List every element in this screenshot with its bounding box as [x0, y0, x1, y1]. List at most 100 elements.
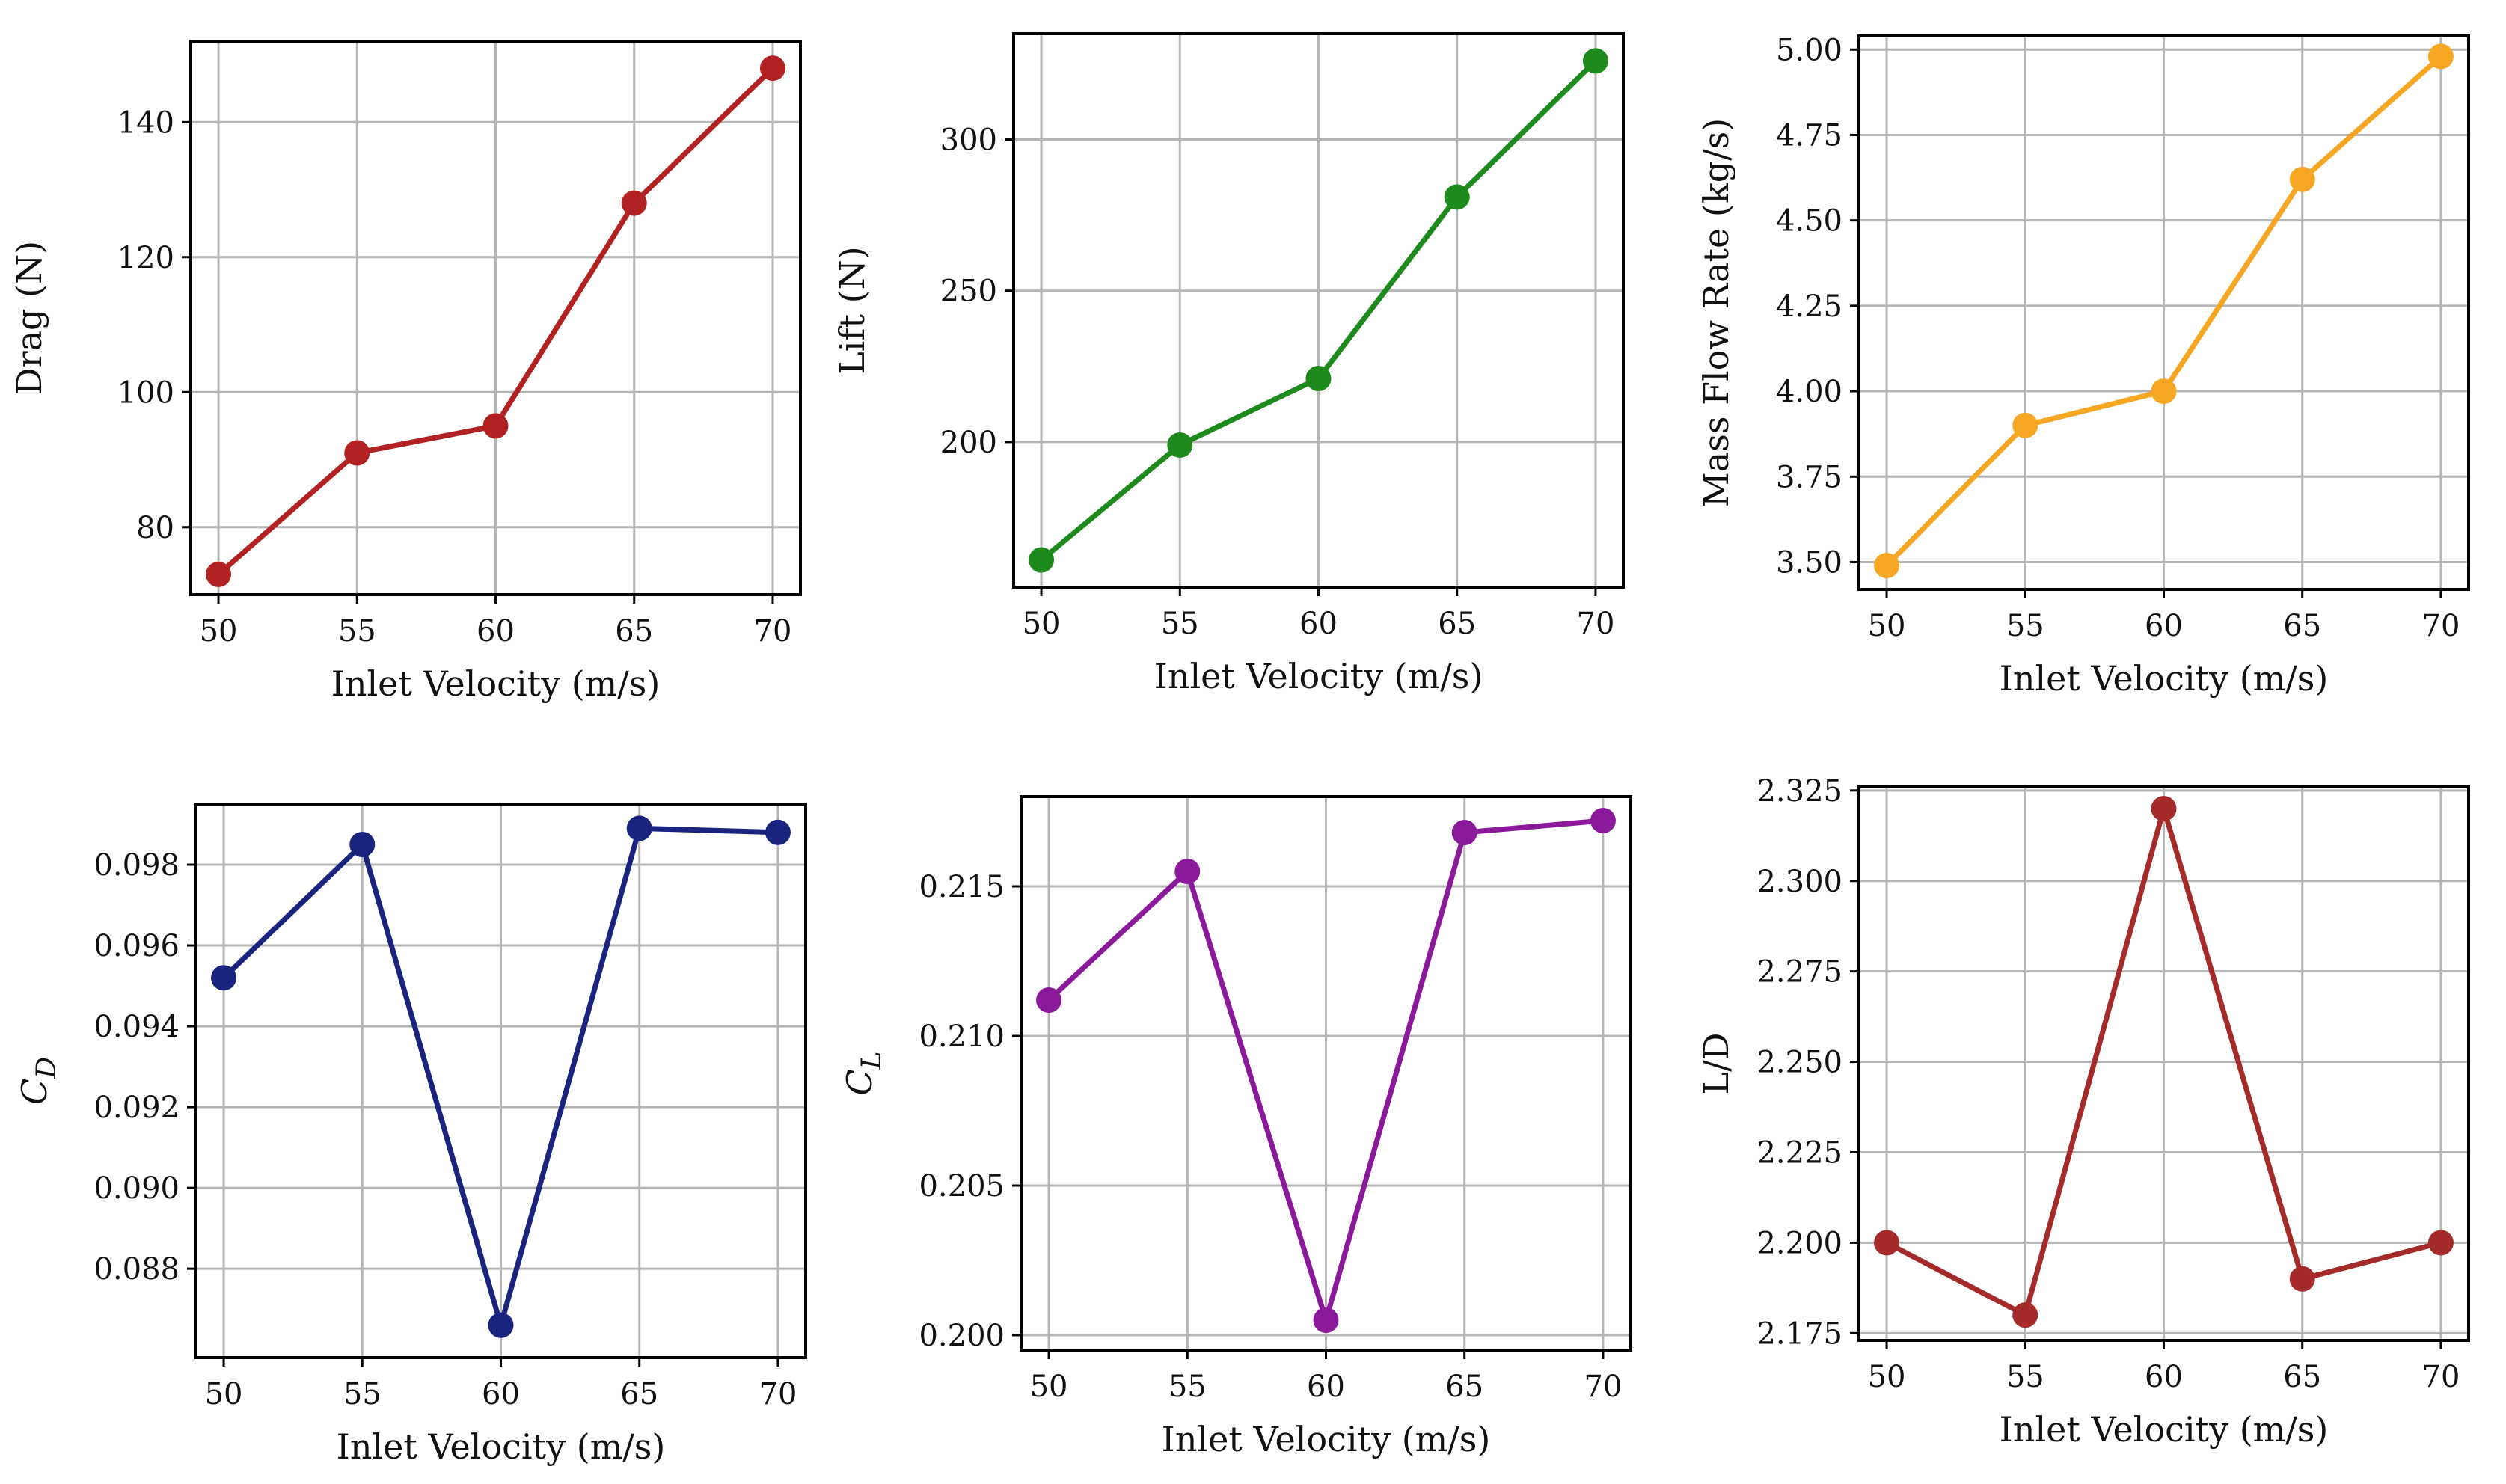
x-tick-label: 60 — [2145, 609, 2183, 643]
data-point — [759, 55, 785, 82]
data-point — [206, 561, 232, 587]
x-tick-label: 55 — [338, 614, 376, 649]
y-tick-label: 0.215 — [919, 870, 1005, 904]
y-tick-label: 4.25 — [1776, 289, 1842, 324]
y-tick-label: 2.200 — [1756, 1226, 1842, 1260]
y-axis-label-subscript: D — [31, 1057, 62, 1079]
x-tick-label: 65 — [2283, 1360, 2321, 1394]
x-tick-label: 50 — [200, 614, 238, 649]
x-tick-label: 50 — [1023, 607, 1061, 641]
y-axis-label-main: C — [839, 1069, 880, 1095]
y-tick-label: 0.088 — [94, 1252, 180, 1287]
y-axis-label-main: C — [14, 1079, 55, 1105]
x-tick-label: 70 — [1577, 607, 1615, 641]
y-axis-label: Lift (N) — [832, 246, 872, 375]
x-tick-label: 65 — [1438, 607, 1476, 641]
y-tick-label: 0.098 — [94, 848, 180, 883]
x-axis-label: Inlet Velocity (m/s) — [331, 663, 661, 704]
y-tick-label: 4.00 — [1776, 375, 1842, 409]
x-tick-label: 65 — [1445, 1370, 1483, 1404]
x-tick-label: 50 — [205, 1377, 243, 1411]
x-tick-label: 70 — [754, 614, 792, 649]
y-tick-label: 250 — [940, 275, 997, 309]
x-axis-label: Inlet Velocity (m/s) — [2000, 1409, 2329, 1450]
y-axis-label: CL — [839, 1051, 887, 1095]
y-axis-label: L/D — [1696, 1033, 1736, 1095]
chart-panel-1: 50 55 60 65 70 80 100 120 140 Inlet Velocity (m/s… — [9, 40, 802, 704]
data-point — [482, 413, 509, 439]
x-tick-label: 65 — [615, 614, 653, 649]
chart-panel-5: 50 55 60 65 70 0.200 0.205 0.210 0.215 Inlet Velo… — [839, 795, 1632, 1459]
x-tick-label: 50 — [1868, 1360, 1906, 1394]
x-tick-label: 70 — [2422, 609, 2460, 643]
data-point — [488, 1312, 514, 1338]
data-point — [2012, 1302, 2038, 1328]
chart-panel-2: 50 55 60 65 70 200 250 300 Inlet Velocity (m/s) L… — [832, 32, 1625, 696]
y-tick-label: 0.200 — [919, 1319, 1005, 1353]
data-point — [349, 832, 376, 858]
x-tick-label: 55 — [2006, 1360, 2044, 1394]
x-tick-label: 70 — [1584, 1370, 1623, 1404]
y-axis-label-subscript: L — [857, 1051, 887, 1070]
x-tick-label: 50 — [1868, 609, 1906, 643]
x-tick-label: 55 — [2006, 609, 2044, 643]
data-point — [1451, 820, 1477, 845]
data-point — [2289, 1266, 2315, 1292]
data-point — [1036, 987, 1062, 1013]
x-tick-label: 65 — [620, 1377, 658, 1411]
y-tick-label: 2.225 — [1756, 1135, 1842, 1170]
data-point — [1874, 553, 1900, 579]
data-point — [1313, 1307, 1339, 1333]
y-tick-label: 120 — [117, 241, 174, 275]
y-axis-label: Drag (N) — [9, 241, 49, 396]
data-point — [765, 819, 791, 845]
y-tick-label: 3.75 — [1776, 460, 1842, 494]
x-axis-label: Inlet Velocity (m/s) — [2000, 658, 2329, 699]
y-tick-label: 0.096 — [94, 929, 180, 963]
data-point — [2012, 412, 2038, 438]
data-point — [621, 190, 647, 216]
data-point — [1590, 808, 1616, 833]
y-tick-label: 2.300 — [1756, 865, 1842, 899]
y-tick-label: 5.00 — [1776, 33, 1842, 67]
chart-panel-4: 50 55 60 65 70 0.088 0.090 0.092 0.094 0.096 0.098… — [14, 803, 807, 1467]
y-tick-label: 300 — [940, 123, 997, 158]
y-axis-label: Mass Flow Rate (kg/s) — [1696, 118, 1736, 507]
data-point — [1029, 547, 1055, 573]
x-tick-label: 70 — [759, 1377, 797, 1411]
data-point — [626, 815, 652, 841]
x-tick-label: 60 — [482, 1377, 520, 1411]
y-tick-label: 0.205 — [919, 1169, 1005, 1204]
x-tick-label: 60 — [1299, 607, 1338, 641]
data-point — [1582, 48, 1608, 74]
y-axis-label: CD — [14, 1057, 62, 1105]
y-tick-label: 2.250 — [1756, 1046, 1842, 1080]
data-point — [1444, 184, 1470, 210]
data-point — [344, 440, 370, 466]
y-tick-label: 80 — [136, 511, 174, 545]
y-tick-label: 4.50 — [1776, 204, 1842, 239]
data-point — [1305, 365, 1332, 391]
data-point — [2151, 378, 2177, 405]
y-tick-label: 200 — [940, 426, 997, 460]
chart-panel-6: 50 55 60 65 70 2.175 2.200 2.225 2.250 2.275 2.300… — [1696, 774, 2470, 1450]
x-tick-label: 50 — [1030, 1370, 1068, 1404]
x-tick-label: 60 — [477, 614, 515, 649]
y-tick-label: 0.094 — [94, 1010, 180, 1044]
x-tick-label: 70 — [2422, 1360, 2460, 1394]
x-tick-label: 55 — [1161, 607, 1199, 641]
y-tick-label: 0.092 — [94, 1091, 180, 1125]
data-point — [2427, 1230, 2454, 1256]
x-axis-label: Inlet Velocity (m/s) — [337, 1426, 666, 1467]
y-tick-label: 4.75 — [1776, 118, 1842, 153]
y-tick-label: 0.090 — [94, 1171, 180, 1206]
x-tick-label: 55 — [343, 1377, 382, 1411]
x-tick-label: 55 — [1168, 1370, 1207, 1404]
data-point — [211, 965, 237, 991]
x-tick-label: 65 — [2283, 609, 2321, 643]
data-point — [2151, 796, 2177, 822]
data-point — [1167, 432, 1193, 458]
x-axis-label: Inlet Velocity (m/s) — [1162, 1419, 1491, 1459]
y-tick-label: 2.275 — [1756, 955, 1842, 990]
